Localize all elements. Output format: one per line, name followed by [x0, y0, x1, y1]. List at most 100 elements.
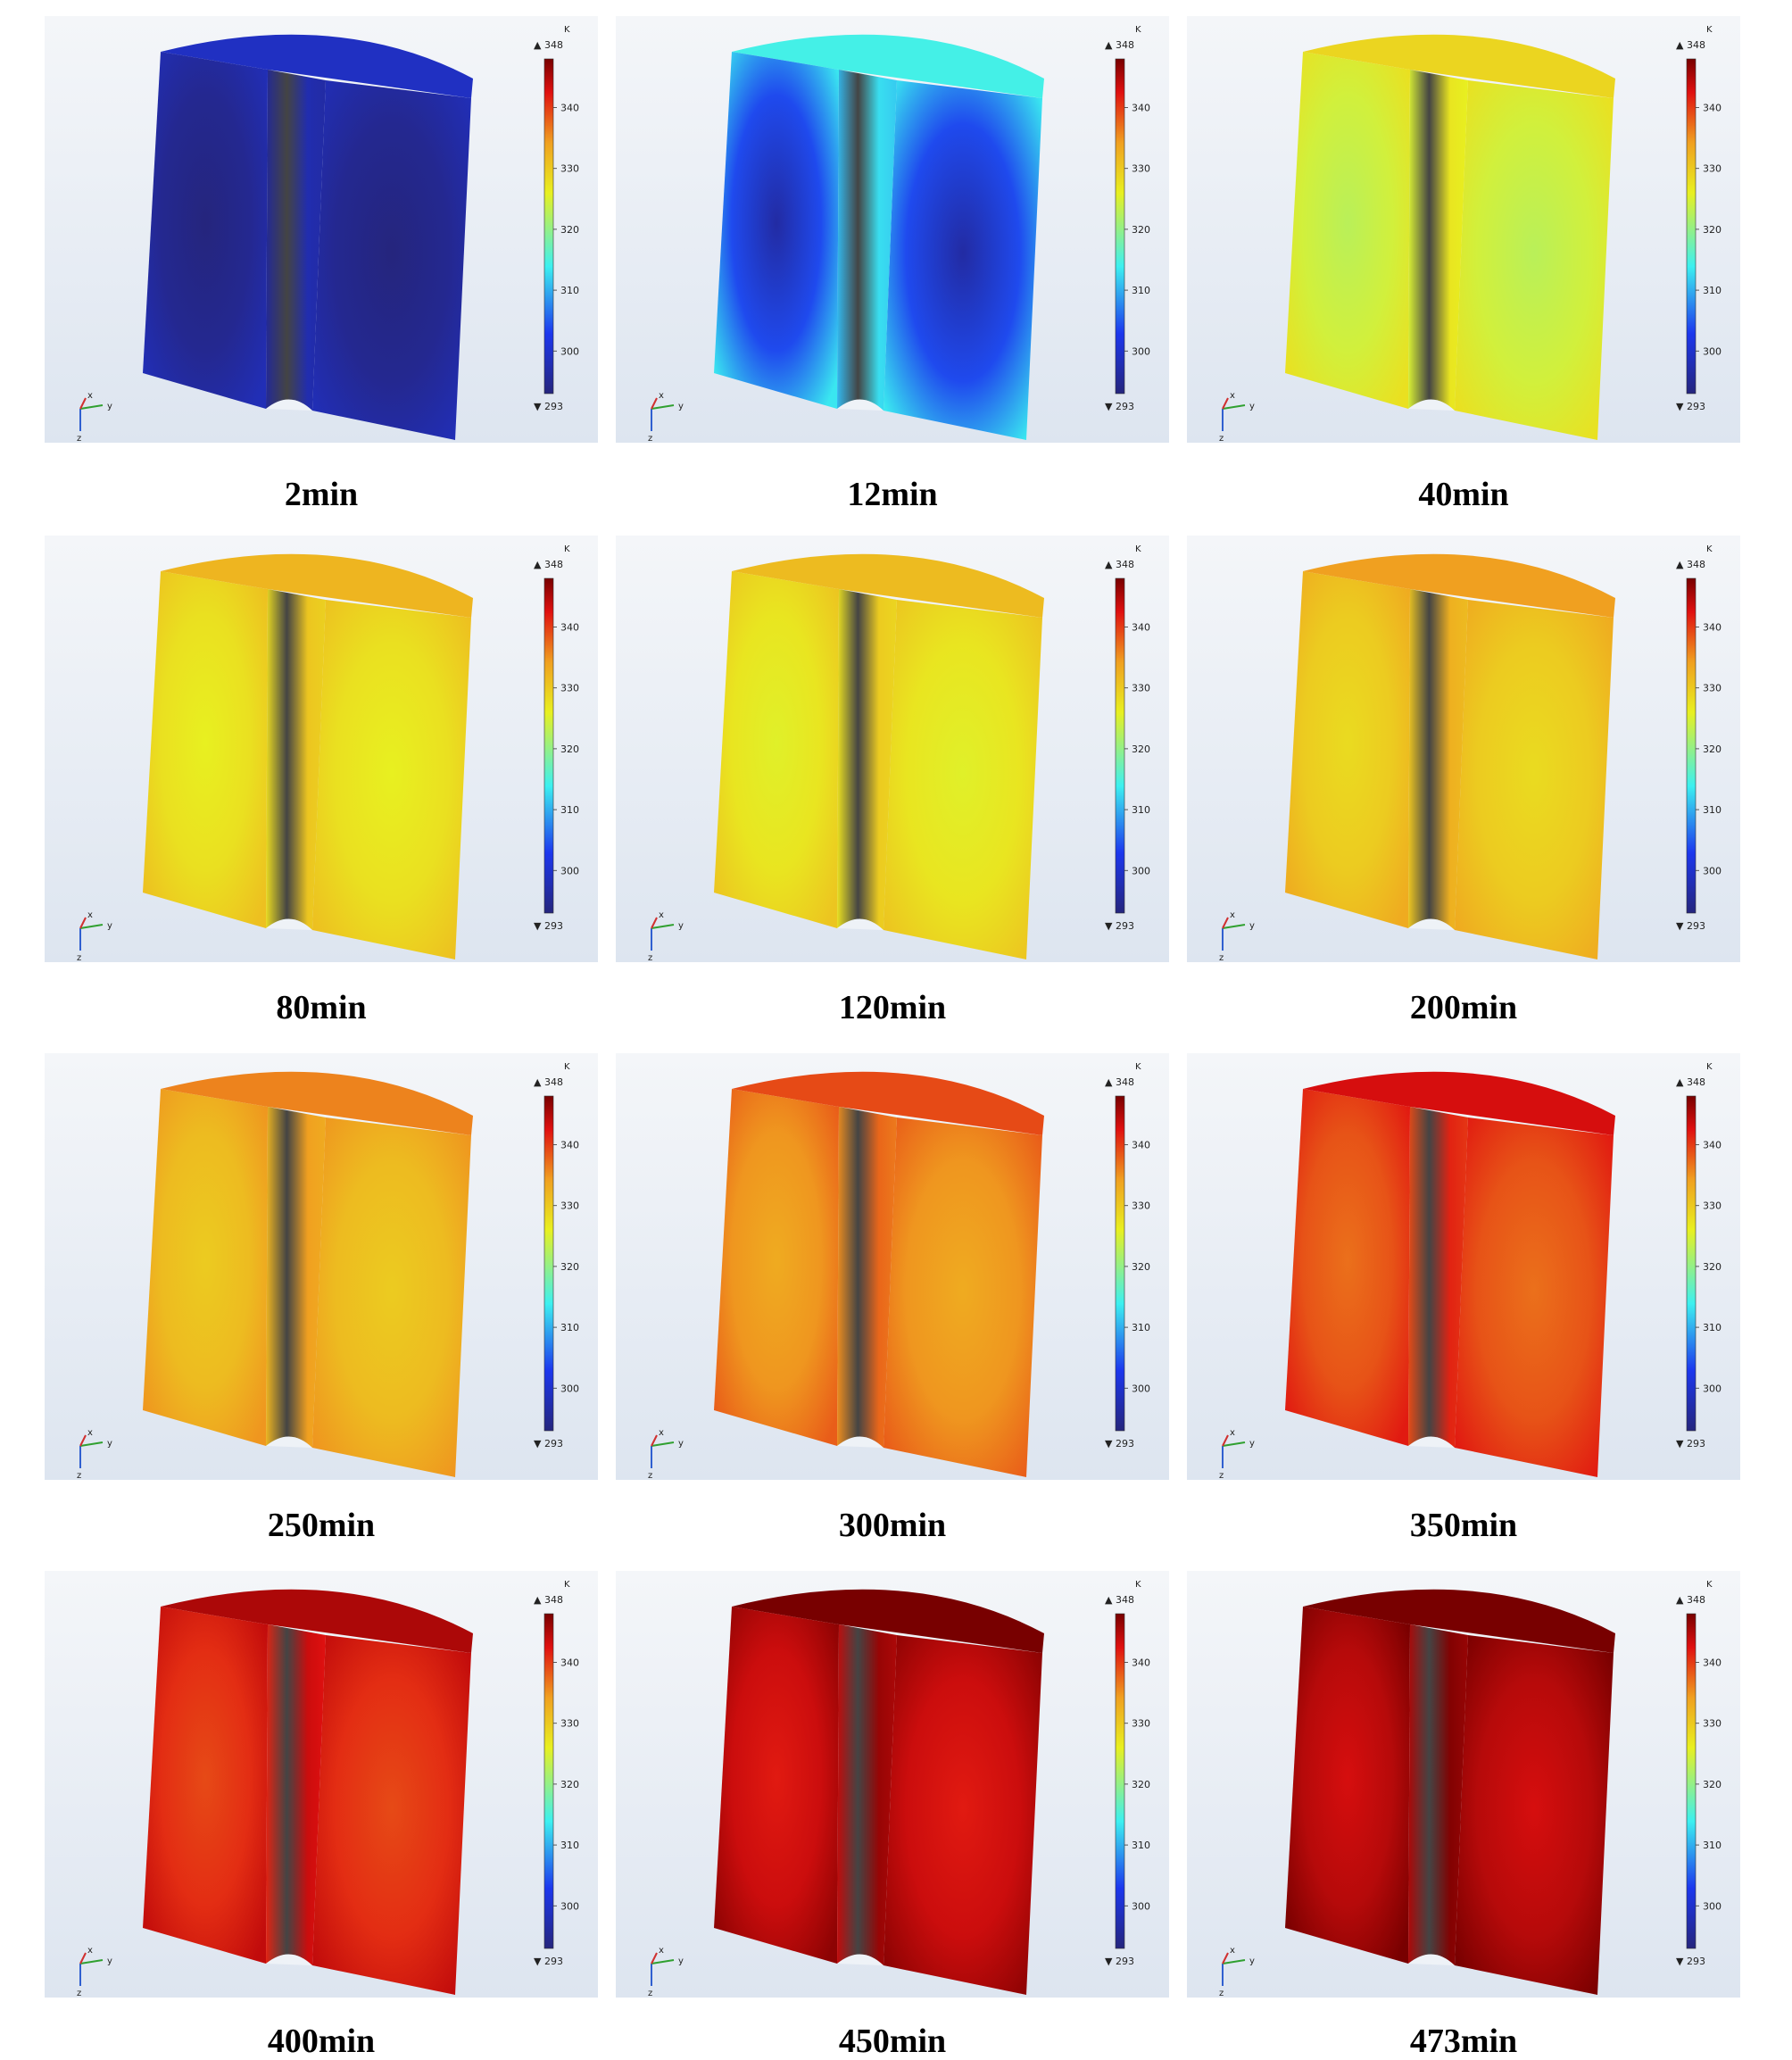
axis-x-label: x	[1230, 1428, 1235, 1438]
colorbar-unit-label: K	[564, 1580, 570, 1590]
colorbar-tick-label: 330	[1132, 163, 1150, 175]
right-cut-face	[884, 1117, 1042, 1477]
axis-y-label: y	[678, 921, 684, 931]
axis-triad-icon: x y z	[648, 910, 684, 962]
time-caption: 250min	[267, 1507, 376, 1544]
colorbar-tick-label: 310	[560, 804, 579, 816]
cylinder-top-surface	[1303, 553, 1615, 618]
bore-opening	[837, 399, 884, 411]
time-caption: 450min	[838, 2023, 947, 2060]
colorbar-max-label: ▲ 348	[1105, 1076, 1134, 1088]
axis-z-label: z	[648, 1989, 652, 1998]
axis-z-label: z	[77, 953, 81, 962]
temperature-plot: K▲ 348 ▼ 293 340 330 320 310 300 x y z	[648, 25, 1150, 443]
axis-triad-icon: x y z	[1219, 1428, 1255, 1480]
temperature-plot: K▲ 348 ▼ 293 340 330 320 310 300 x y z	[77, 1580, 579, 1998]
simulation-panel: K ▲ 348 ▼ 293 340 330 320 310 300 x y z	[616, 1053, 1169, 1480]
axis-triad-icon: x y z	[77, 391, 112, 443]
colorbar-min-label: ▼ 293	[534, 401, 563, 412]
colorbar	[1686, 1613, 1697, 1949]
colorbar-unit-label: K	[1706, 25, 1713, 35]
colorbar-max-label: ▲ 348	[1676, 1076, 1705, 1088]
colorbar-tick-label: 340	[1132, 103, 1150, 114]
axis-x-label: x	[1230, 1946, 1235, 1956]
axis-x-label: x	[659, 1428, 664, 1438]
cylinder-top-surface	[732, 553, 1044, 618]
colorbar	[1686, 58, 1697, 395]
axis-triad-icon: x y z	[1219, 391, 1255, 443]
left-cut-face	[1285, 1607, 1410, 1964]
colorbar-tick-label: 320	[1703, 743, 1721, 755]
colorbar	[1115, 577, 1125, 914]
axis-x-label: x	[87, 1946, 93, 1956]
axis-x-label: x	[87, 910, 93, 920]
colorbar-max-label: ▲ 348	[534, 39, 563, 51]
colorbar-unit-label: K	[1706, 1062, 1713, 1072]
axis-y-label: y	[107, 402, 112, 411]
colorbar-tick-label: 310	[1703, 804, 1721, 816]
colorbar-min-label: ▼ 293	[1676, 1956, 1705, 1967]
right-cut-face	[312, 1635, 471, 1995]
colorbar-tick-label: 300	[560, 865, 579, 876]
left-cut-face	[714, 52, 839, 409]
left-cut-face	[714, 1607, 839, 1964]
time-caption: 120min	[838, 989, 947, 1026]
cylinder-top-surface	[161, 1589, 473, 1653]
colorbar-max-label: ▲ 348	[1676, 1594, 1705, 1606]
axis-z-label: z	[1219, 434, 1224, 443]
axis-x-label: x	[659, 391, 664, 401]
bore-opening	[1408, 399, 1455, 411]
simulation-panel: K ▲ 348 ▼ 293 340 330 320 310 300 x y z	[45, 536, 598, 962]
time-caption: 300min	[838, 1507, 947, 1544]
temperature-plot: K▲ 348 ▼ 293 340 330 320 310 300 x y z	[648, 544, 1150, 962]
axis-y-label: y	[107, 1439, 112, 1449]
simulation-panel: K ▲ 348 ▼ 293 340 330 320 310 300 x y z	[1187, 1571, 1740, 1998]
axis-y-label: y	[107, 1956, 112, 1966]
simulation-panel: K ▲ 348 ▼ 293 340 330 320 310 300 x y z	[616, 536, 1169, 962]
colorbar-min-label: ▼ 293	[1105, 401, 1134, 412]
colorbar-min-label: ▼ 293	[1676, 1438, 1705, 1449]
left-cut-face	[143, 52, 268, 409]
colorbar-tick-label: 310	[1132, 804, 1150, 816]
right-cut-face	[1455, 600, 1614, 959]
axis-x-label: x	[87, 1428, 93, 1438]
cylinder-top-surface	[1303, 34, 1615, 99]
central-bore	[837, 589, 897, 930]
axis-z-label: z	[77, 1471, 81, 1480]
central-bore	[1408, 70, 1468, 411]
colorbar-max-label: ▲ 348	[1105, 559, 1134, 570]
cylinder-top-surface	[732, 34, 1044, 99]
colorbar-tick-label: 340	[560, 1140, 579, 1151]
colorbar-tick-label: 300	[1132, 1900, 1150, 1912]
colorbar-tick-label: 340	[1703, 622, 1721, 634]
colorbar-max-label: ▲ 348	[1105, 1594, 1134, 1606]
axis-x-label: x	[1230, 391, 1235, 401]
colorbar-tick-label: 330	[1703, 683, 1721, 694]
colorbar-tick-label: 340	[1132, 622, 1150, 634]
time-caption: 80min	[276, 989, 367, 1026]
colorbar-unit-label: K	[1135, 1580, 1141, 1590]
axis-z-label: z	[1219, 1471, 1224, 1480]
central-bore	[266, 1107, 326, 1448]
axis-triad-icon: x y z	[648, 1946, 684, 1998]
time-caption: 473min	[1409, 2023, 1518, 2060]
axis-y-label: y	[678, 402, 684, 411]
bore-opening	[266, 918, 312, 930]
axis-z-label: z	[648, 1471, 652, 1480]
temperature-plot: K▲ 348 ▼ 293 340 330 320 310 300 x y z	[648, 1580, 1150, 1998]
simulation-panel: K ▲ 348 ▼ 293 340 330 320 310 300 x y z	[1187, 536, 1740, 962]
colorbar-unit-label: K	[1706, 544, 1713, 554]
right-cut-face	[312, 80, 471, 440]
bore-opening	[1408, 918, 1455, 930]
bore-opening	[837, 1954, 884, 1965]
axis-x-label: x	[87, 391, 93, 401]
axis-triad-icon: x y z	[77, 1428, 112, 1480]
axis-triad-icon: x y z	[77, 910, 112, 962]
bore-opening	[1408, 1954, 1455, 1965]
colorbar-tick-label: 310	[1132, 1840, 1150, 1851]
temperature-plot: K▲ 348 ▼ 293 340 330 320 310 300 x y z	[1219, 1580, 1721, 1998]
colorbar-tick-label: 300	[1132, 1383, 1150, 1394]
cylinder-top-surface	[161, 34, 473, 99]
colorbar-tick-label: 330	[1703, 163, 1721, 175]
